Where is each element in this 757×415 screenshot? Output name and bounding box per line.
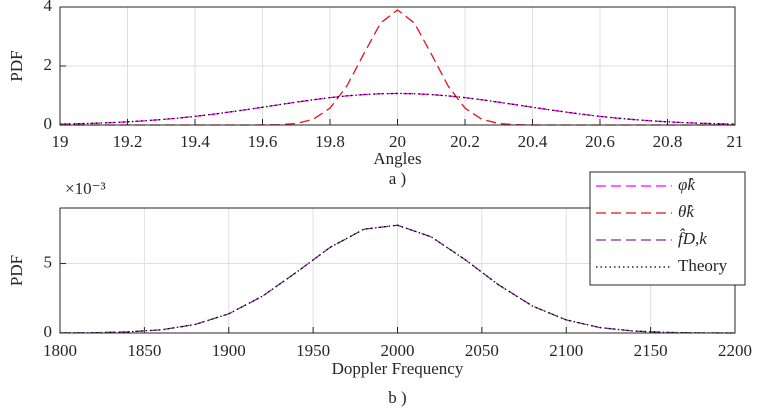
series-line bbox=[59, 92, 736, 125]
x-tick-label: 2100 bbox=[549, 341, 583, 360]
y-axis-label: PDF bbox=[7, 255, 26, 286]
y-tick-label: 0 bbox=[44, 114, 53, 133]
x-tick-label: 1900 bbox=[212, 341, 246, 360]
y-tick-label: 0 bbox=[44, 322, 53, 341]
y-multiplier: ×10⁻³ bbox=[65, 179, 106, 198]
y-tick-label: 5 bbox=[44, 252, 53, 271]
caption: a ) bbox=[389, 169, 406, 188]
legend-box bbox=[589, 171, 746, 286]
series-line bbox=[59, 224, 736, 334]
x-tick-label: 2200 bbox=[718, 341, 752, 360]
x-tick-label: 1800 bbox=[43, 341, 77, 360]
y-tick-label: 4 bbox=[44, 0, 53, 15]
x-tick-label: 19 bbox=[52, 132, 69, 151]
legend-label: f̂D,k bbox=[678, 228, 707, 248]
x-tick-label: 1850 bbox=[127, 341, 161, 360]
x-tick-label: 20.4 bbox=[518, 132, 548, 151]
x-tick-label: 2000 bbox=[381, 341, 415, 360]
x-tick-label: 19.6 bbox=[248, 132, 278, 151]
y-tick-label: 2 bbox=[44, 55, 53, 74]
x-tick-label: 2050 bbox=[465, 341, 499, 360]
legend-label: θ̂k bbox=[678, 202, 694, 221]
x-tick-label: 20 bbox=[389, 132, 406, 151]
x-tick-label: 21 bbox=[727, 132, 744, 151]
x-tick-label: 1950 bbox=[296, 341, 330, 360]
y-axis-label: PDF bbox=[7, 50, 26, 81]
x-axis-label: Doppler Frequency bbox=[332, 359, 464, 378]
x-tick-label: 20.2 bbox=[450, 132, 480, 151]
x-tick-label: 2150 bbox=[634, 341, 668, 360]
axes-frame bbox=[59, 6, 736, 126]
caption: b ) bbox=[388, 388, 406, 407]
legend: φ̂k θ̂k f̂D,k Theory bbox=[589, 171, 746, 286]
x-axis-label: Angles bbox=[373, 149, 421, 168]
x-tick-label: 20.6 bbox=[585, 132, 615, 151]
x-tick-label: 19.2 bbox=[113, 132, 143, 151]
x-tick-label: 20.8 bbox=[653, 132, 683, 151]
x-tick-label: 19.4 bbox=[180, 132, 210, 151]
x-tick-label: 19.8 bbox=[315, 132, 345, 151]
legend-label: Theory bbox=[678, 256, 728, 275]
legend-label: φ̂k bbox=[678, 175, 695, 194]
